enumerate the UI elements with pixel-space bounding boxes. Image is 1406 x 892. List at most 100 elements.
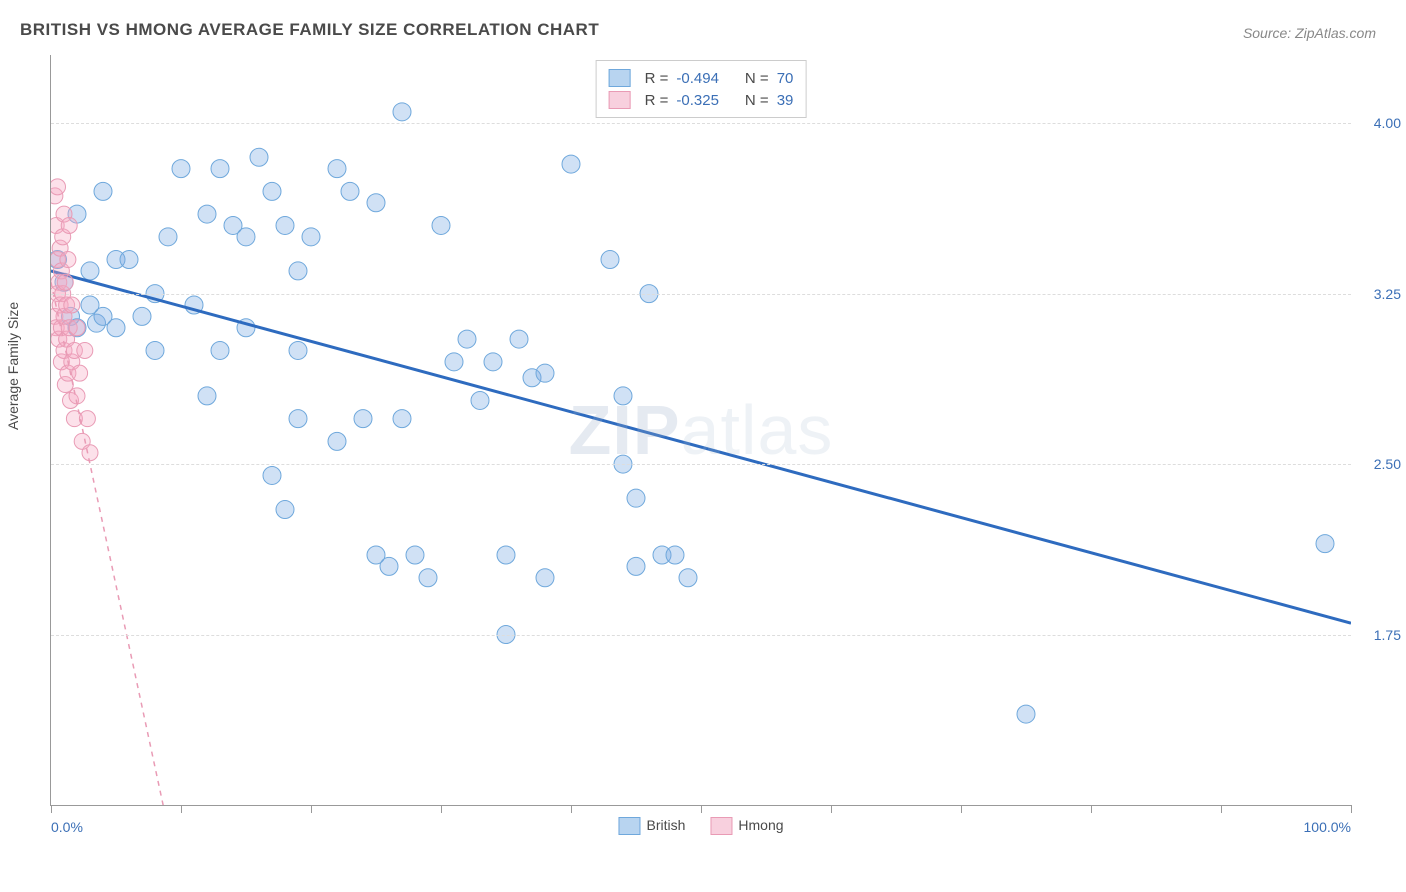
n-value: 70 [777,70,794,87]
x-tick [1091,805,1092,813]
data-point [77,342,93,358]
gridline [51,294,1351,295]
data-point [289,262,307,280]
data-point [1316,535,1334,553]
stats-row: R =-0.494N =70 [609,67,794,89]
chart-plot-area: ZIPatlas R =-0.494N =70R =-0.325N =39 0.… [50,55,1351,806]
data-point [61,217,77,233]
data-point [263,182,281,200]
r-label: R = [645,92,669,109]
data-point [510,330,528,348]
x-tick [311,805,312,813]
stats-swatch [609,91,631,109]
x-tick [441,805,442,813]
x-tick [1221,805,1222,813]
data-point [107,319,125,337]
data-point [354,410,372,428]
data-point [276,501,294,519]
data-point [289,341,307,359]
correlation-stats-box: R =-0.494N =70R =-0.325N =39 [596,60,807,118]
data-point [250,148,268,166]
data-point [79,411,95,427]
gridline [51,464,1351,465]
n-label: N = [745,70,769,87]
data-point [419,569,437,587]
data-point [82,445,98,461]
data-point [211,160,229,178]
chart-title: BRITISH VS HMONG AVERAGE FAMILY SIZE COR… [20,20,599,40]
x-tick [831,805,832,813]
data-point [497,546,515,564]
legend-label: Hmong [738,817,783,833]
data-point [562,155,580,173]
data-point [367,194,385,212]
data-point [302,228,320,246]
data-point [172,160,190,178]
data-point [536,364,554,382]
r-value: -0.325 [676,92,719,109]
data-point [60,252,76,268]
data-point [1017,705,1035,723]
legend-swatch [710,817,732,835]
data-point [211,341,229,359]
data-point [94,182,112,200]
data-point [51,179,66,195]
data-point [393,103,411,121]
data-point [69,320,85,336]
data-point [133,307,151,325]
x-axis-max-label: 100.0% [1304,819,1351,835]
x-tick [961,805,962,813]
data-point [276,216,294,234]
y-tick-label: 2.50 [1374,456,1401,472]
data-point [679,569,697,587]
r-value: -0.494 [676,70,719,87]
x-tick [571,805,572,813]
data-point [341,182,359,200]
data-point [328,160,346,178]
data-point [159,228,177,246]
legend-swatch [618,817,640,835]
gridline [51,635,1351,636]
source-credit: Source: ZipAtlas.com [1243,25,1376,41]
data-point [432,216,450,234]
legend-item: British [618,817,685,835]
x-tick [181,805,182,813]
x-tick [51,805,52,813]
data-point [601,251,619,269]
data-point [536,569,554,587]
data-point [120,251,138,269]
data-point [380,557,398,575]
data-point [406,546,424,564]
data-point [198,205,216,223]
trend-line [51,282,168,805]
legend-item: Hmong [710,817,783,835]
data-point [57,274,73,290]
data-point [72,365,88,381]
data-point [393,410,411,428]
data-point [263,466,281,484]
y-tick-label: 4.00 [1374,115,1401,131]
data-point [81,262,99,280]
data-point [627,557,645,575]
data-point [237,228,255,246]
data-point [666,546,684,564]
y-tick-label: 3.25 [1374,286,1401,302]
data-point [484,353,502,371]
data-point [198,387,216,405]
data-point [614,387,632,405]
stats-row: R =-0.325N =39 [609,89,794,111]
data-point [64,297,80,313]
data-point [289,410,307,428]
plot-svg [51,55,1351,805]
data-point [328,432,346,450]
gridline [51,123,1351,124]
data-point [458,330,476,348]
trend-line [51,271,1351,623]
x-axis-min-label: 0.0% [51,819,83,835]
data-point [445,353,463,371]
legend-label: British [646,817,685,833]
x-tick [1351,805,1352,813]
n-value: 39 [777,92,794,109]
stats-swatch [609,69,631,87]
data-point [146,341,164,359]
